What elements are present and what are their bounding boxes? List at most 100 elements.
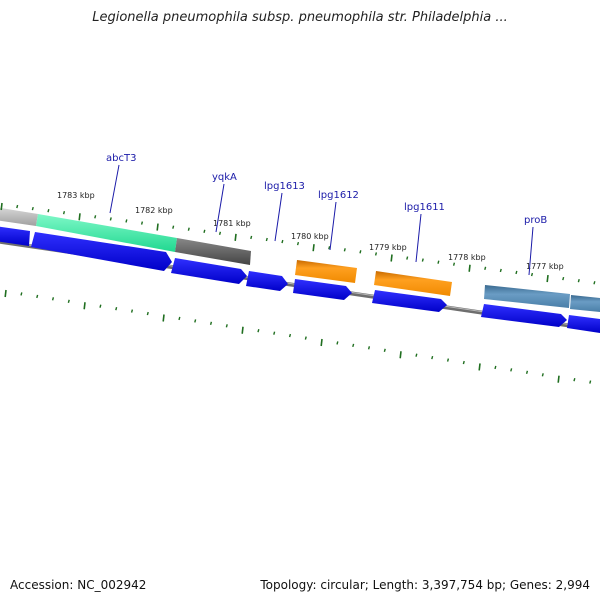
minor-tick — [352, 343, 355, 348]
accession-text: Accession: NC_002942 — [10, 578, 147, 592]
minor-tick — [51, 297, 55, 301]
major-tick — [241, 326, 244, 334]
minor-tick — [484, 266, 487, 271]
svg-text:abcT3: abcT3 — [106, 153, 136, 164]
minor-tick — [593, 281, 596, 285]
minor-tick — [336, 341, 339, 345]
minor-tick — [257, 329, 260, 333]
gene-label-lpg1611[interactable]: lpg1611 — [404, 202, 445, 263]
gene-label-lpg1612[interactable]: lpg1612 — [318, 190, 359, 251]
minor-tick — [187, 227, 190, 231]
minor-tick — [20, 292, 23, 296]
minor-tick — [250, 235, 253, 240]
minor-tick — [573, 377, 576, 382]
cds-arrow-proB[interactable] — [481, 304, 567, 327]
major-tick — [546, 274, 549, 283]
minor-tick — [140, 221, 144, 225]
major-tick — [320, 338, 323, 347]
minor-tick — [296, 241, 300, 246]
feature-bar-yqkA[interactable] — [175, 238, 251, 265]
feature-bar-proB[interactable] — [484, 285, 570, 308]
minor-tick — [273, 331, 276, 335]
cds-arrow-6[interactable] — [567, 315, 600, 333]
feature-bar-proB-next[interactable] — [570, 295, 600, 312]
minor-tick — [172, 225, 175, 229]
tick-label: 1780 kbp — [291, 232, 329, 241]
major-tick — [399, 351, 402, 359]
cds-arrow-lpg1612[interactable] — [293, 279, 352, 300]
major-tick — [478, 363, 481, 371]
minor-tick — [47, 208, 50, 213]
minor-tick — [62, 211, 66, 215]
cds-arrow-lpg1611[interactable] — [372, 290, 447, 312]
gene-label-abcT3[interactable]: abcT3 — [106, 153, 136, 214]
minor-tick — [328, 246, 331, 250]
minor-tick — [367, 346, 371, 350]
tick-label: 1778 kbp — [448, 253, 486, 262]
minor-tick — [446, 358, 450, 362]
minor-tick — [218, 231, 222, 236]
major-tick — [156, 223, 159, 231]
minor-tick — [374, 252, 378, 256]
minor-tick — [577, 279, 580, 283]
major-tick — [4, 289, 7, 298]
minor-tick — [130, 309, 134, 313]
gene-label-lpg1613[interactable]: lpg1613 — [264, 181, 305, 242]
cds-arrow-1[interactable] — [0, 226, 30, 246]
minor-tick — [288, 333, 292, 338]
tick-label: 1777 kbp — [526, 262, 564, 271]
minor-tick — [343, 248, 346, 252]
feature-bar-abcT3[interactable] — [36, 214, 177, 252]
minor-tick — [265, 237, 268, 242]
minor-tick — [359, 250, 362, 254]
minor-tick — [115, 306, 118, 311]
minor-tick — [415, 353, 418, 357]
major-tick — [0, 202, 3, 211]
minor-tick — [437, 260, 440, 264]
minor-tick — [94, 215, 97, 219]
tick-label: 1779 kbp — [369, 243, 407, 252]
svg-text:lpg1613: lpg1613 — [264, 181, 305, 192]
feature-bar-lpg1612[interactable] — [295, 260, 357, 283]
genome-summary-text: Topology: circular; Length: 3,397,754 bp… — [260, 578, 590, 592]
svg-text:proB: proB — [524, 215, 547, 226]
svg-text:lpg1612: lpg1612 — [318, 190, 359, 201]
minor-tick — [16, 204, 19, 209]
minor-tick — [452, 262, 456, 266]
minor-tick — [31, 206, 34, 211]
major-tick — [162, 314, 165, 322]
major-tick — [83, 302, 86, 310]
minor-tick — [499, 268, 502, 273]
minor-tick — [146, 311, 149, 316]
minor-tick — [541, 373, 544, 377]
minor-tick — [281, 239, 284, 244]
minor-tick — [515, 270, 518, 275]
minor-tick — [589, 380, 592, 384]
major-tick — [557, 375, 560, 383]
minor-tick — [510, 368, 513, 372]
feature-bar-upstream[interactable] — [0, 207, 38, 226]
gene-label-yqkA[interactable]: yqkA — [212, 172, 237, 233]
minor-tick — [225, 324, 228, 328]
cds-arrow-abcT3[interactable] — [31, 232, 172, 271]
feature-bar-lpg1611[interactable] — [374, 271, 452, 296]
lower-tick-marks — [4, 289, 592, 384]
minor-tick — [194, 319, 197, 323]
minor-tick — [406, 256, 409, 260]
tick-label: 1783 kbp — [57, 191, 95, 200]
major-tick — [312, 244, 315, 252]
minor-tick — [304, 336, 307, 340]
gene-label-proB[interactable]: proB — [524, 215, 547, 276]
cds-arrow-lpg1613[interactable] — [246, 271, 288, 291]
minor-tick — [36, 294, 39, 299]
svg-text:lpg1611: lpg1611 — [404, 202, 445, 213]
minor-tick — [562, 276, 565, 281]
cds-arrow-yqkA[interactable] — [171, 258, 247, 284]
minor-tick — [178, 316, 181, 321]
minor-tick — [203, 229, 206, 233]
major-tick — [78, 213, 81, 221]
svg-text:yqkA: yqkA — [212, 172, 237, 183]
tick-label: 1781 kbp — [213, 219, 251, 228]
minor-tick — [383, 348, 386, 352]
